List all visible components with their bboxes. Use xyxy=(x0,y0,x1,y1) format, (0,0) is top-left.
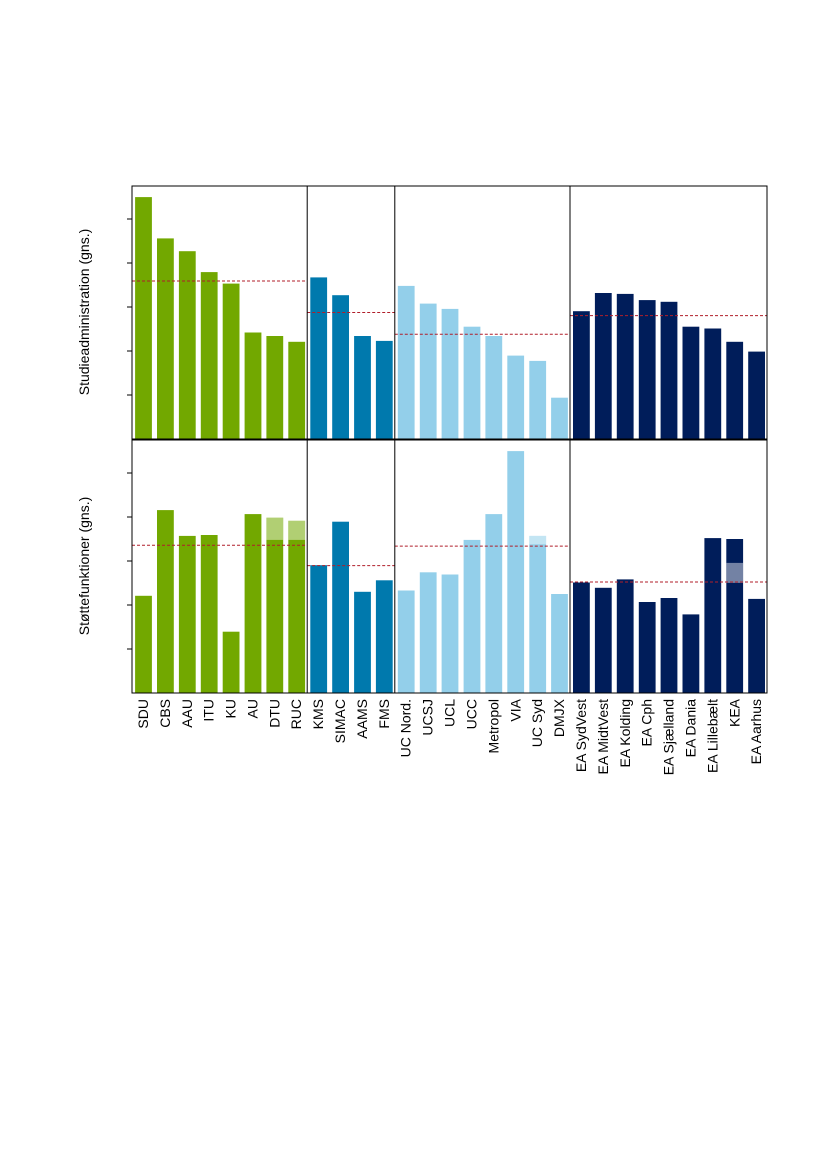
bar xyxy=(441,308,459,439)
bar xyxy=(135,595,152,693)
x-tick-label: AAMS xyxy=(354,699,370,739)
bar xyxy=(507,355,525,439)
bar xyxy=(397,285,415,439)
bar xyxy=(507,451,525,693)
x-tick-label: EA Lillebælt xyxy=(704,699,720,773)
x-tick-label: DTU xyxy=(266,699,282,728)
bar xyxy=(200,535,218,693)
panels-layer xyxy=(127,185,768,694)
x-tick-label: KEA xyxy=(726,698,742,727)
bar xyxy=(638,602,656,693)
bar xyxy=(748,351,765,439)
bar xyxy=(157,238,174,439)
y-axis-label-bottom: Støttefunktioner (gns.) xyxy=(76,497,92,636)
bar xyxy=(222,631,240,693)
panel-frame xyxy=(131,439,768,694)
bar xyxy=(310,277,328,439)
x-tick-label: SIMAC xyxy=(332,699,348,743)
x-tick-label: VIA xyxy=(507,698,523,721)
bar xyxy=(288,520,306,693)
x-tick-label: EA MidtVest xyxy=(595,699,611,775)
bar xyxy=(682,326,700,439)
x-tick-label: CBS xyxy=(157,699,173,728)
bar xyxy=(660,598,678,693)
bar xyxy=(266,336,284,439)
x-tick-label: UCSJ xyxy=(420,699,436,736)
bar xyxy=(594,587,612,693)
bar xyxy=(200,272,218,439)
x-tick-label: UCL xyxy=(442,699,458,727)
x-tick-label: UC Syd xyxy=(529,699,545,747)
bar xyxy=(616,579,634,693)
x-tick-label: AAU xyxy=(179,699,195,728)
bar xyxy=(485,514,503,693)
bar xyxy=(157,510,174,693)
bar xyxy=(748,598,765,693)
category-labels: SDU CBS AAU ITU KU AU DTU RUC KMS SIMAC AAMS FMS UC … xyxy=(135,698,764,775)
bar xyxy=(573,582,590,693)
x-tick-label: KMS xyxy=(310,699,326,729)
bar xyxy=(266,517,284,693)
bar xyxy=(551,397,568,439)
bar xyxy=(178,535,196,693)
x-tick-label: UCC xyxy=(463,699,479,729)
bar xyxy=(354,336,371,439)
bar xyxy=(222,283,240,439)
x-tick-label: ITU xyxy=(201,699,217,722)
bar xyxy=(638,300,656,439)
bar xyxy=(310,565,328,693)
bar xyxy=(397,590,415,693)
y-axis-label-top: Studieadministration (gns.) xyxy=(76,229,92,396)
x-tick-label: Metropol xyxy=(485,699,501,753)
bar xyxy=(375,580,393,693)
bar xyxy=(463,326,481,439)
bar xyxy=(660,301,678,439)
bar xyxy=(529,360,547,439)
x-tick-label: UC Nord. xyxy=(398,699,414,757)
bar xyxy=(419,572,437,693)
bar xyxy=(682,614,700,693)
bar-highlight xyxy=(726,562,744,583)
x-tick-label: KU xyxy=(223,699,239,718)
bar xyxy=(704,538,722,693)
bar xyxy=(704,328,722,439)
bar-highlight xyxy=(288,520,306,540)
bar xyxy=(726,539,744,693)
x-tick-label: EA Aarhus xyxy=(748,699,764,764)
bar xyxy=(419,303,437,439)
x-tick-label: EA Cph xyxy=(639,699,655,746)
bar xyxy=(178,251,196,439)
bar xyxy=(288,341,306,439)
bar xyxy=(485,336,503,439)
bar xyxy=(244,332,262,439)
x-tick-label: EA Dania xyxy=(683,699,699,758)
bar xyxy=(594,293,612,439)
bar-highlight xyxy=(529,535,547,545)
bar xyxy=(441,574,459,693)
x-tick-label: EA Sjælland xyxy=(661,699,677,775)
bar xyxy=(375,340,393,439)
x-tick-label: DMJX xyxy=(551,698,567,737)
bar xyxy=(529,535,547,693)
bar-highlight xyxy=(266,517,284,540)
bar xyxy=(332,295,349,439)
bar xyxy=(573,311,590,439)
bar xyxy=(332,521,349,693)
bar xyxy=(354,591,371,693)
bar xyxy=(726,341,744,439)
x-tick-label: AU xyxy=(244,699,260,718)
x-tick-label: RUC xyxy=(288,699,304,729)
bar xyxy=(135,197,152,439)
x-tick-label: EA SydVest xyxy=(573,699,589,772)
x-tick-label: EA Kolding xyxy=(617,699,633,768)
x-tick-label: FMS xyxy=(376,699,392,729)
panel-frame xyxy=(131,185,768,440)
bar xyxy=(616,293,634,439)
bar xyxy=(244,514,262,693)
x-tick-label: SDU xyxy=(135,699,151,729)
bar xyxy=(463,539,481,693)
bar xyxy=(551,594,568,693)
